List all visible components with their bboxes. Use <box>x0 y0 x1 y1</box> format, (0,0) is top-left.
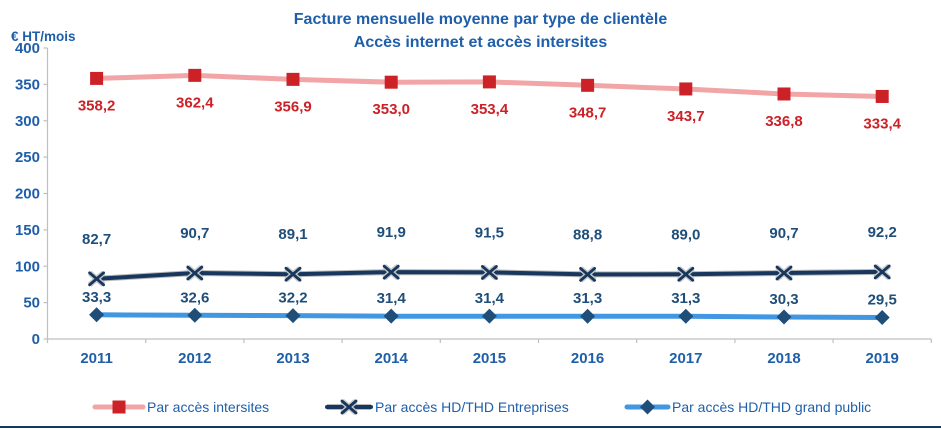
legend-sample-marker <box>640 399 655 415</box>
data-point-marker <box>285 308 301 324</box>
legend-item-label: Par accès HD/THD grand public <box>672 399 871 415</box>
data-point-marker <box>481 265 498 280</box>
data-point-label: 30,3 <box>769 291 798 308</box>
data-point-label: 333,4 <box>863 115 901 132</box>
data-point-marker <box>481 308 497 324</box>
legend-item-label: Par accès HD/THD Entreprises <box>375 399 569 415</box>
y-axis-tick-label: 200 <box>15 186 40 203</box>
data-point-label: 353,4 <box>471 101 509 118</box>
data-point-marker <box>678 308 694 324</box>
data-point-label: 88,8 <box>573 226 602 243</box>
data-point-label: 33,3 <box>82 289 111 306</box>
data-point-label: 89,1 <box>278 226 307 243</box>
y-axis-tick-label: 350 <box>15 76 40 93</box>
y-axis-tick-label: 400 <box>15 40 40 57</box>
data-point-label: 91,9 <box>377 224 406 241</box>
data-point-marker <box>875 89 889 103</box>
y-axis-tick-label: 300 <box>15 113 40 130</box>
data-point-label: 356,9 <box>274 98 312 115</box>
y-axis-unit-label: € HT/mois <box>11 29 76 44</box>
y-axis-tick-label: 250 <box>15 149 40 166</box>
data-point-label: 82,7 <box>82 231 111 248</box>
y-axis-tick-label: 50 <box>23 295 40 312</box>
data-point-marker <box>874 310 890 326</box>
x-axis-category-label: 2014 <box>375 350 409 367</box>
data-point-label: 31,4 <box>377 290 407 307</box>
data-point-marker <box>482 75 496 89</box>
x-axis-category-label: 2017 <box>669 350 702 367</box>
data-point-marker <box>188 68 202 82</box>
data-point-marker <box>383 308 399 324</box>
data-point-marker <box>186 265 204 281</box>
data-point-marker <box>88 271 105 287</box>
data-point-marker <box>580 308 596 324</box>
legend-item-label: Par accès intersites <box>147 399 269 415</box>
x-axis-category-label: 2018 <box>767 350 800 367</box>
x-axis-category-label: 2019 <box>866 350 899 367</box>
legend-sample-marker <box>112 400 126 414</box>
data-point-marker <box>579 266 596 282</box>
data-point-marker <box>873 264 891 280</box>
x-axis-category-label: 2011 <box>80 350 113 367</box>
data-point-label: 29,5 <box>868 292 897 309</box>
data-point-marker <box>284 266 302 282</box>
data-point-label: 353,0 <box>372 101 410 118</box>
data-point-marker <box>90 71 104 85</box>
data-point-label: 31,3 <box>671 290 700 307</box>
data-point-label: 31,4 <box>475 290 505 307</box>
data-point-label: 90,7 <box>769 225 798 242</box>
data-point-marker <box>775 265 793 281</box>
data-point-label: 89,0 <box>671 226 700 243</box>
data-point-marker <box>677 266 695 282</box>
y-axis-tick-label: 100 <box>15 258 40 275</box>
data-point-label: 358,2 <box>78 97 116 114</box>
data-point-marker <box>679 82 693 96</box>
data-point-label: 336,8 <box>765 113 803 130</box>
data-point-marker <box>777 87 791 101</box>
data-point-label: 90,7 <box>180 225 209 242</box>
y-axis-tick-label: 0 <box>32 331 40 348</box>
bottom-divider-line <box>0 426 941 428</box>
data-point-label: 343,7 <box>667 108 705 125</box>
data-point-label: 362,4 <box>176 94 214 111</box>
chart-title: Facture mensuelle moyenne par type de cl… <box>20 8 941 54</box>
data-point-marker <box>384 75 398 89</box>
data-point-marker <box>89 307 105 323</box>
y-axis-tick-label: 150 <box>15 222 40 239</box>
legend-sample-marker <box>340 399 358 415</box>
x-axis-category-label: 2012 <box>178 350 211 367</box>
data-point-label: 92,2 <box>868 224 897 241</box>
data-point-label: 32,6 <box>180 289 209 306</box>
data-point-marker <box>286 72 300 86</box>
chart-title-line-2: Accès internet et accès intersites <box>353 34 608 51</box>
data-point-label: 348,7 <box>569 104 607 121</box>
data-point-label: 91,5 <box>475 224 504 241</box>
data-point-marker <box>776 309 792 325</box>
data-point-marker <box>382 264 400 280</box>
chart-title-line-1: Facture mensuelle moyenne par type de cl… <box>293 11 668 28</box>
data-point-marker <box>187 307 203 323</box>
x-axis-category-label: 2013 <box>276 350 309 367</box>
data-point-label: 31,3 <box>573 290 602 307</box>
data-point-marker <box>581 78 595 92</box>
x-axis-category-label: 2016 <box>571 350 604 367</box>
x-axis-category-label: 2015 <box>473 350 506 367</box>
data-point-label: 32,2 <box>278 290 307 307</box>
